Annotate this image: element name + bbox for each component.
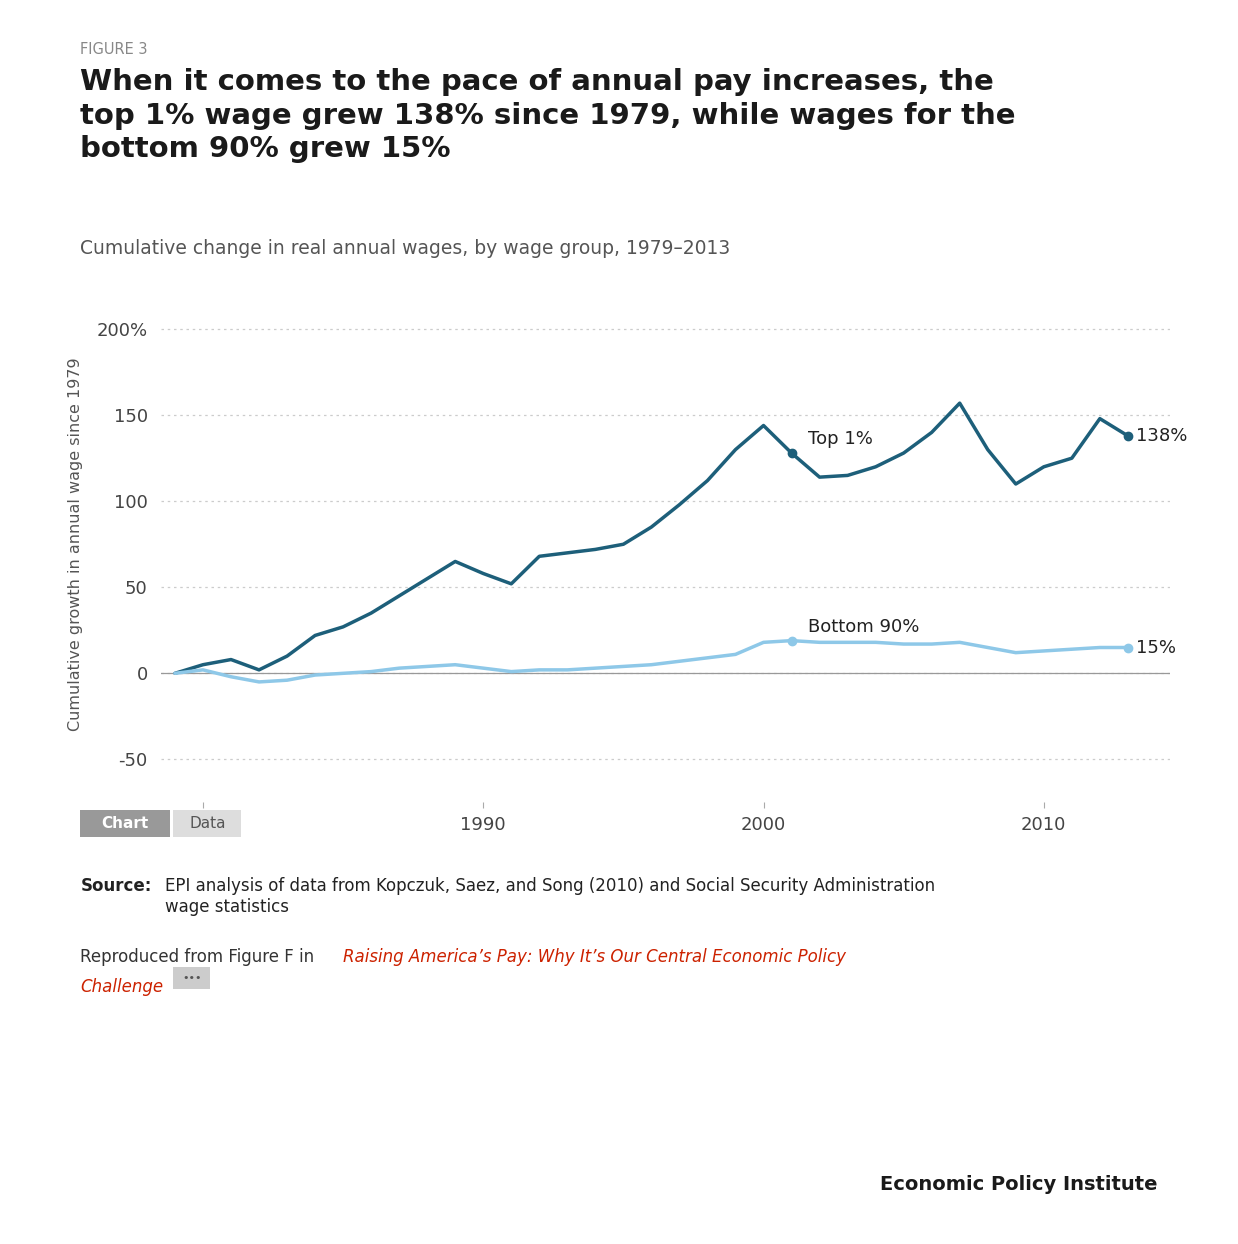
Text: EPI analysis of data from Kopczuk, Saez, and Song (2010) and Social Security Adm: EPI analysis of data from Kopczuk, Saez,… (165, 877, 935, 916)
Text: When it comes to the pace of annual pay increases, the
top 1% wage grew 138% sin: When it comes to the pace of annual pay … (80, 68, 1016, 163)
Text: •••: ••• (182, 973, 202, 983)
Text: Reproduced from Figure F in: Reproduced from Figure F in (80, 948, 319, 965)
Text: Bottom 90%: Bottom 90% (808, 618, 920, 636)
Text: Data: Data (189, 816, 225, 831)
Text: Cumulative change in real annual wages, by wage group, 1979–2013: Cumulative change in real annual wages, … (80, 239, 730, 258)
Text: Raising America’s Pay: Why It’s Our Central Economic Policy: Raising America’s Pay: Why It’s Our Cent… (343, 948, 846, 965)
Text: 15%: 15% (1136, 638, 1176, 657)
Text: Chart: Chart (102, 816, 149, 831)
Text: 138%: 138% (1136, 427, 1187, 445)
Text: Economic Policy Institute: Economic Policy Institute (880, 1176, 1158, 1194)
Text: FIGURE 3: FIGURE 3 (80, 42, 149, 57)
Text: Top 1%: Top 1% (808, 430, 873, 448)
Y-axis label: Cumulative growth in annual wage since 1979: Cumulative growth in annual wage since 1… (68, 357, 83, 731)
Text: Source:: Source: (80, 877, 152, 894)
Text: Challenge: Challenge (80, 978, 163, 995)
